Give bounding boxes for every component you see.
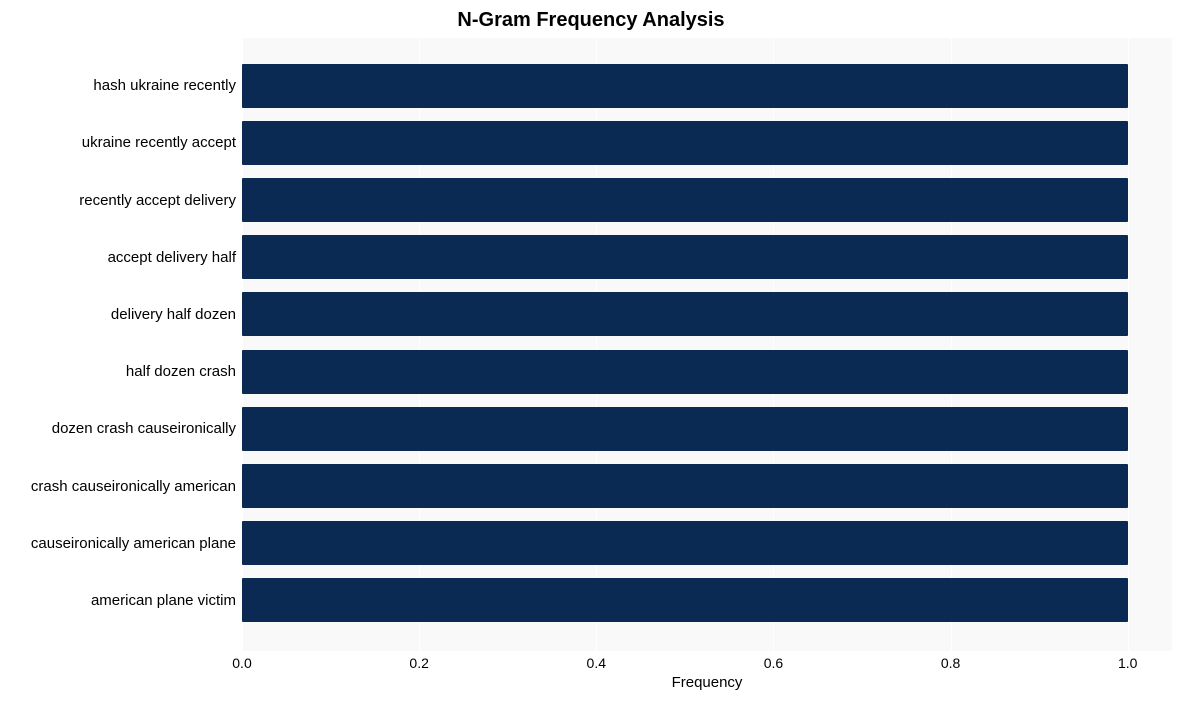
y-axis-label: crash causeironically american xyxy=(4,479,236,494)
bar xyxy=(242,64,1128,108)
bar xyxy=(242,407,1128,451)
y-axis-label: delivery half dozen xyxy=(4,307,236,322)
x-axis-tick: 0.2 xyxy=(409,655,428,671)
bar xyxy=(242,292,1128,336)
y-axis-label: american plane victim xyxy=(4,593,236,608)
bar xyxy=(242,521,1128,565)
bar xyxy=(242,121,1128,165)
bar xyxy=(242,578,1128,622)
x-axis-tick: 0.6 xyxy=(764,655,783,671)
x-axis-tick: 0.0 xyxy=(232,655,251,671)
y-axis-label: recently accept delivery xyxy=(4,193,236,208)
bar xyxy=(242,350,1128,394)
y-axis-label: causeironically american plane xyxy=(4,536,236,551)
y-axis-label: half dozen crash xyxy=(4,364,236,379)
y-axis-label: dozen crash causeironically xyxy=(4,421,236,436)
x-axis-tick: 1.0 xyxy=(1118,655,1137,671)
plot-area xyxy=(242,38,1172,651)
bar xyxy=(242,235,1128,279)
chart-title: N-Gram Frequency Analysis xyxy=(0,9,1182,32)
x-axis-title: Frequency xyxy=(242,674,1172,691)
y-axis-label: hash ukraine recently xyxy=(4,78,236,93)
gridline xyxy=(1128,38,1129,651)
ngram-frequency-chart: N-Gram Frequency Analysis hash ukraine r… xyxy=(0,0,1182,701)
bar xyxy=(242,464,1128,508)
x-axis-tick: 0.8 xyxy=(941,655,960,671)
x-axis-tick: 0.4 xyxy=(587,655,606,671)
bar xyxy=(242,178,1128,222)
y-axis-label: accept delivery half xyxy=(4,250,236,265)
y-axis-label: ukraine recently accept xyxy=(4,135,236,150)
